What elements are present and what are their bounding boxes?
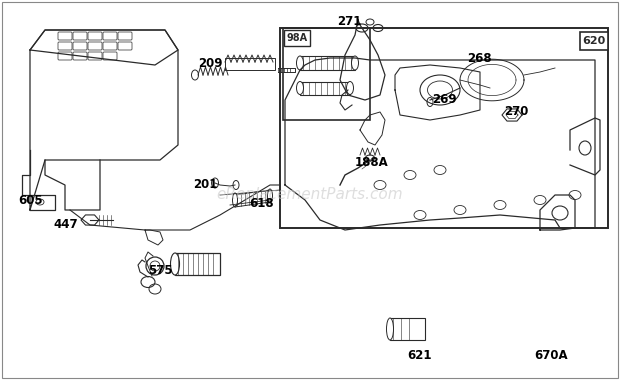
Ellipse shape [386,318,394,340]
Ellipse shape [352,56,358,70]
Bar [580,32,608,50]
Text: 447: 447 [53,218,78,231]
Ellipse shape [296,81,304,95]
Text: 575: 575 [148,264,172,277]
Text: 605: 605 [18,194,43,207]
Bar [300,56,355,70]
Text: 620: 620 [582,36,606,46]
Text: 271: 271 [337,15,361,28]
Text: 618: 618 [249,197,273,210]
Ellipse shape [267,189,273,203]
Bar [175,253,220,275]
Text: 209: 209 [198,57,223,70]
Ellipse shape [347,81,353,95]
Bar [225,58,275,70]
Ellipse shape [232,193,237,207]
Text: 201: 201 [193,178,218,191]
Polygon shape [235,190,270,207]
Text: eReplacementParts.com: eReplacementParts.com [216,187,404,203]
Text: 269: 269 [432,93,456,106]
Bar [300,82,350,95]
Bar [284,30,310,46]
Text: 670A: 670A [534,349,568,362]
Text: 621: 621 [407,349,432,362]
Ellipse shape [146,257,164,275]
Text: 270: 270 [504,105,528,118]
Bar [280,28,608,228]
Ellipse shape [170,253,180,275]
Bar [390,318,425,340]
Bar [283,28,370,120]
Text: 188A: 188A [355,156,389,169]
Text: 268: 268 [467,52,492,65]
Ellipse shape [296,56,304,70]
Text: 98A: 98A [286,33,308,43]
